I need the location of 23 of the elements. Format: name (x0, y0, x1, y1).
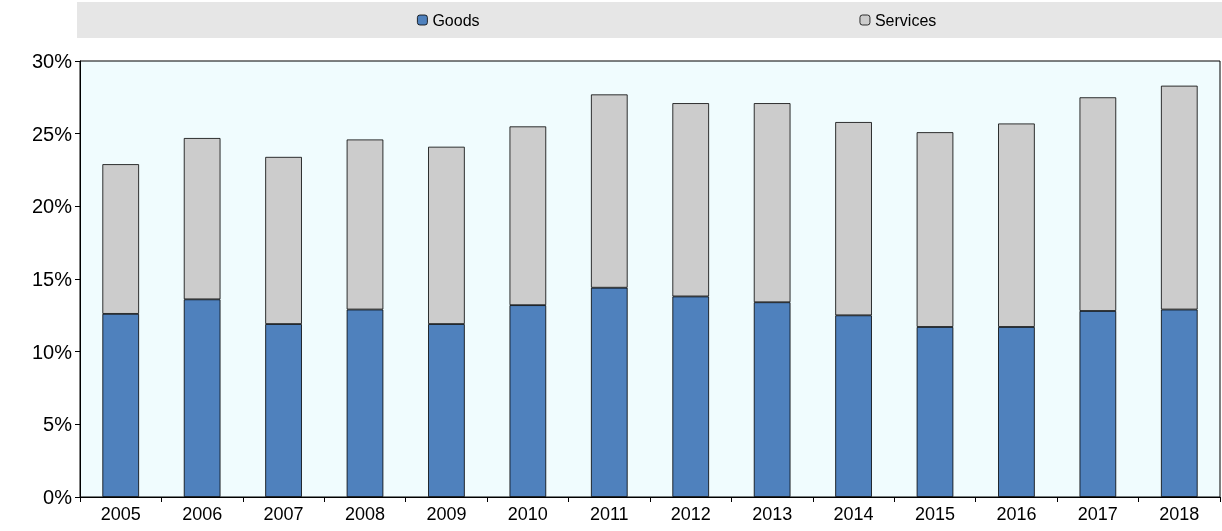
y-tick-label: 5% (43, 413, 73, 436)
x-tick-label: 2009 (426, 504, 467, 524)
x-tick-label: 2011 (589, 504, 629, 524)
legend-label: Services (874, 11, 937, 29)
x-tick-label: 2012 (670, 504, 711, 524)
x-tick-label: 2013 (752, 504, 793, 524)
y-tick-label: 20% (31, 195, 73, 218)
y-tick-label: 25% (31, 122, 73, 145)
y-tick-label: 10% (31, 340, 73, 363)
x-tick-label: 2010 (507, 504, 548, 524)
y-tick-label: 15% (31, 268, 73, 290)
y-tick-label: 30% (31, 50, 73, 72)
x-tick-label: 2018 (1159, 504, 1200, 524)
x-tick-label: 2016 (996, 504, 1037, 524)
x-tick-label: 2015 (914, 504, 956, 524)
legend-label: Goods (432, 11, 480, 29)
x-tick-label: 2017 (1077, 504, 1118, 524)
x-tick-label: 2005 (100, 504, 141, 524)
x-tick-label: 2008 (344, 504, 386, 524)
x-tick-label: 2014 (833, 504, 874, 524)
y-tick-label: 0% (43, 486, 73, 508)
x-tick-label: 2007 (263, 504, 304, 524)
x-tick-label: 2006 (182, 504, 223, 524)
